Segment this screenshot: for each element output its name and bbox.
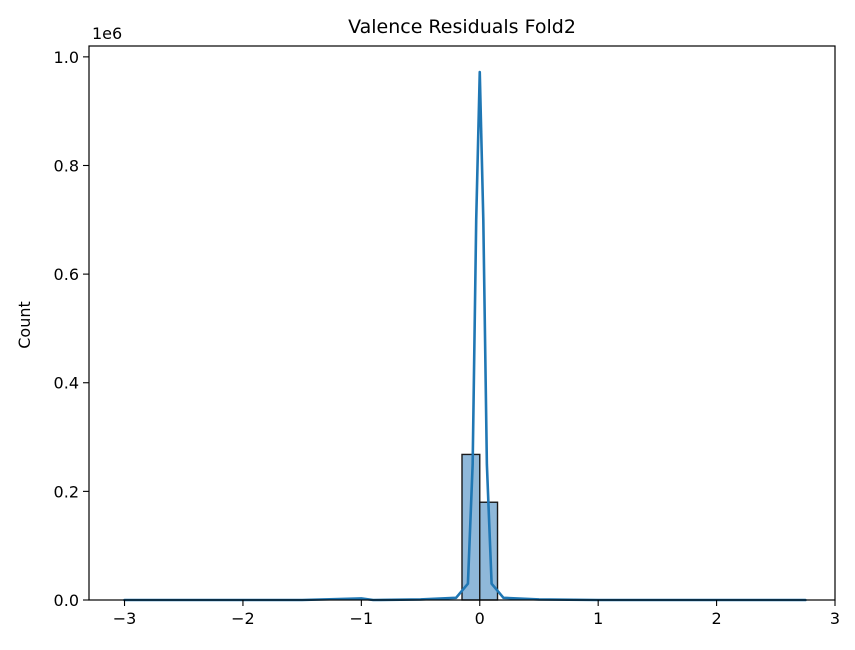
x-tick-label: −1 <box>350 609 374 628</box>
x-tick-label: 2 <box>711 609 721 628</box>
x-tick-label: 3 <box>830 609 840 628</box>
y-axis-label: Count <box>15 301 34 349</box>
x-tick-label: −3 <box>113 609 137 628</box>
x-tick-label: 0 <box>475 609 485 628</box>
x-tick-label: 1 <box>593 609 603 628</box>
y-tick-label: 0.4 <box>54 374 79 393</box>
y-tick-label: 0.0 <box>54 591 79 610</box>
x-tick-label: −2 <box>231 609 255 628</box>
plot-frame <box>88 45 836 601</box>
plot-area <box>123 70 807 602</box>
y-tick-label: 0.8 <box>54 156 79 175</box>
chart-title: Valence Residuals Fold2 <box>348 16 576 38</box>
y-axis: 0.0 0.2 0.4 0.6 0.8 1.0 <box>54 48 89 610</box>
y-tick-label: 0.6 <box>54 265 79 284</box>
y-axis-offset-label: 1e6 <box>92 24 122 43</box>
y-tick-label: 1.0 <box>54 48 79 67</box>
y-tick-label: 0.2 <box>54 482 79 501</box>
x-axis: −3 −2 −1 0 1 2 3 <box>113 600 840 628</box>
